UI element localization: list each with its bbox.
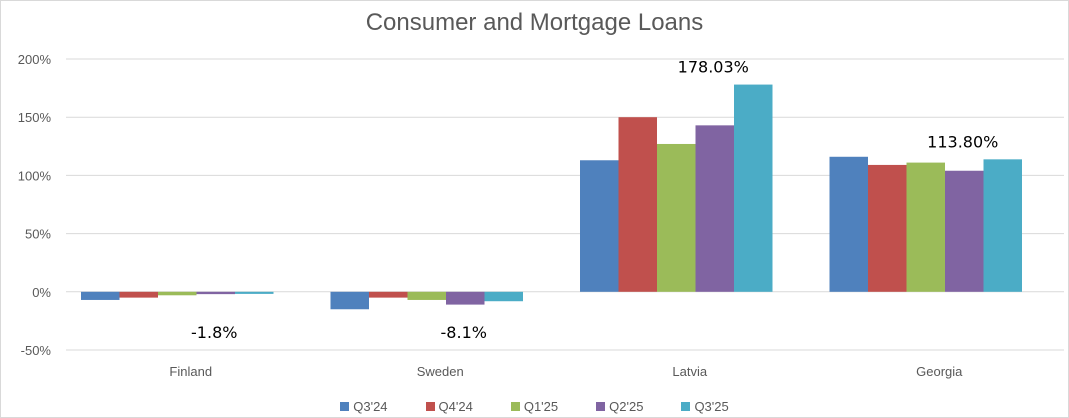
chart-title: Consumer and Mortgage Loans: [365, 9, 704, 36]
data-label: 113.80%: [927, 132, 998, 151]
x-category-label: Latvia: [672, 364, 707, 379]
bar-sweden-series-3: [446, 291, 485, 305]
y-tick-label: 200%: [18, 52, 52, 67]
x-category-label: Finland: [169, 364, 212, 379]
bar-finland-series-4: [235, 291, 274, 294]
bar-sweden-series-2: [407, 291, 446, 300]
bar-finland-series-1: [119, 291, 158, 298]
legend-label: Q3'24: [353, 399, 388, 414]
bar-georgia-series-1: [868, 164, 907, 292]
bar-latvia-series-3: [695, 125, 734, 292]
chart-legend: Q3'24 Q4'24 Q1'25 Q2'25 Q3'25: [1, 399, 1068, 414]
legend-label: Q2'25: [609, 399, 644, 414]
legend-swatch: [681, 402, 691, 411]
y-tick-label: 100%: [18, 168, 52, 183]
bar-georgia-series-0: [829, 156, 868, 292]
bar-georgia-series-2: [906, 162, 945, 292]
legend-item: Q3'25: [681, 399, 729, 414]
y-tick-label: 0%: [32, 285, 51, 300]
legend-label: Q1'25: [523, 399, 559, 414]
data-label: -8.1%: [441, 323, 487, 342]
legend-label: Q3'25: [694, 399, 729, 414]
bar-georgia-series-3: [945, 170, 984, 292]
bar-georgia-series-4: [983, 159, 1022, 292]
x-category-label: Georgia: [916, 364, 963, 379]
bar-sweden-series-4: [484, 291, 523, 302]
legend-item: Q2'25: [596, 399, 643, 414]
y-tick-label: 50%: [25, 227, 51, 242]
legend-swatch: [425, 402, 435, 411]
data-label: -1.8%: [191, 323, 237, 342]
legend-swatch: [596, 402, 606, 411]
data-label: 178.03%: [678, 58, 749, 77]
legend-item: Q4'24: [425, 399, 473, 414]
bar-latvia-series-2: [657, 143, 696, 292]
x-category-label: Sweden: [417, 364, 464, 379]
legend-swatch: [340, 402, 350, 411]
bar-finland-series-0: [81, 291, 120, 300]
legend-label: Q4'24: [438, 399, 473, 414]
y-tick-label: -50%: [21, 343, 52, 358]
bar-latvia-series-0: [580, 160, 619, 292]
legend-swatch: [510, 402, 520, 411]
legend-item: Q3'24: [340, 399, 388, 414]
legend-item: Q1'25: [510, 399, 559, 414]
bar-sweden-series-1: [369, 291, 408, 298]
bar-latvia-series-4: [734, 84, 773, 292]
y-tick-label: 150%: [18, 110, 52, 125]
bar-sweden-series-0: [330, 291, 369, 310]
bar-finland-series-3: [196, 291, 235, 295]
bar-finland-series-2: [158, 291, 197, 296]
bar-latvia-series-1: [618, 117, 657, 292]
